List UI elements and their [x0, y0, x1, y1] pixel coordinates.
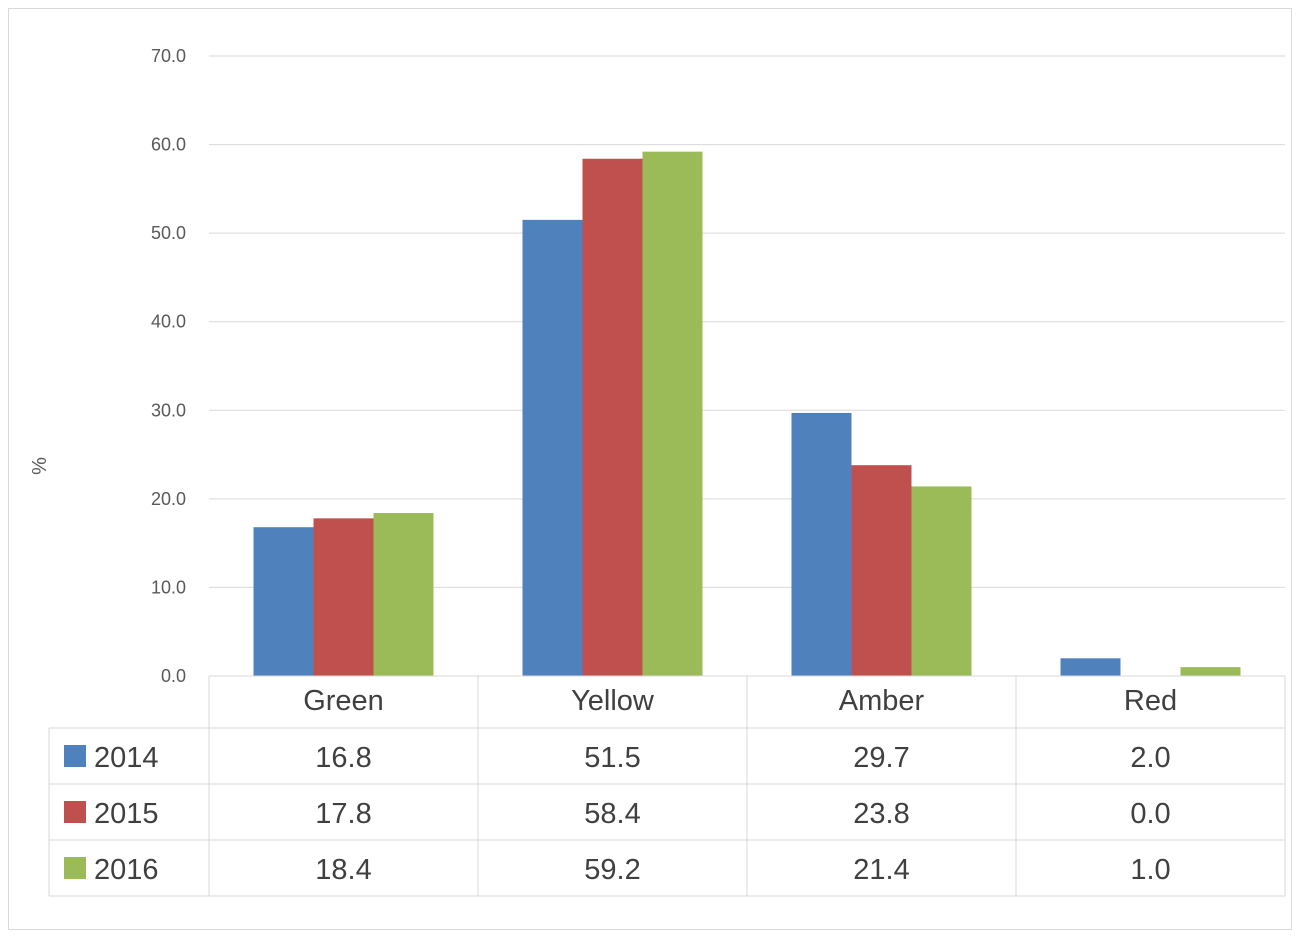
bar-yellow-2016 — [642, 151, 703, 676]
legend-swatch-2014 — [64, 745, 86, 767]
category-label: Yellow — [571, 685, 655, 717]
legend-label: 2015 — [94, 798, 159, 830]
data-label: 1.0 — [1130, 854, 1170, 886]
y-tick-label: 20.0 — [151, 489, 186, 509]
bar-green-2014 — [253, 527, 314, 676]
category-label: Amber — [839, 685, 925, 717]
data-label: 21.4 — [853, 854, 909, 886]
data-label: 23.8 — [853, 798, 909, 830]
category-label: Red — [1124, 685, 1177, 717]
legend-swatch-2015 — [64, 801, 86, 823]
bar-green-2016 — [373, 513, 434, 676]
legend-swatch-2016 — [64, 857, 86, 879]
legend-label: 2016 — [94, 854, 159, 886]
data-label: 17.8 — [315, 798, 371, 830]
bar-red-2014 — [1060, 658, 1121, 676]
y-tick-label: 10.0 — [151, 577, 186, 597]
data-label: 29.7 — [853, 742, 909, 774]
bar-green-2015 — [313, 518, 374, 676]
y-tick-label: 0.0 — [161, 666, 186, 686]
category-label: Green — [303, 685, 384, 717]
data-label: 0.0 — [1130, 798, 1170, 830]
bar-amber-2014 — [791, 412, 852, 676]
y-tick-label: 50.0 — [151, 223, 186, 243]
y-axis-label: % — [29, 457, 51, 475]
y-tick-label: 30.0 — [151, 400, 186, 420]
data-label: 2.0 — [1130, 742, 1170, 774]
y-tick-label: 60.0 — [151, 135, 186, 155]
y-tick-label: 70.0 — [151, 46, 186, 66]
data-label: 18.4 — [315, 854, 371, 886]
bar-amber-2016 — [911, 486, 972, 676]
data-label: 58.4 — [584, 798, 640, 830]
bar-amber-2015 — [851, 465, 912, 676]
bar-red-2016 — [1180, 667, 1241, 676]
data-label: 59.2 — [584, 854, 640, 886]
y-tick-label: 40.0 — [151, 312, 186, 332]
legend-label: 2014 — [94, 742, 159, 774]
bar-yellow-2015 — [582, 158, 643, 676]
data-label: 16.8 — [315, 742, 371, 774]
bar-yellow-2014 — [522, 219, 583, 676]
data-label: 51.5 — [584, 742, 640, 774]
